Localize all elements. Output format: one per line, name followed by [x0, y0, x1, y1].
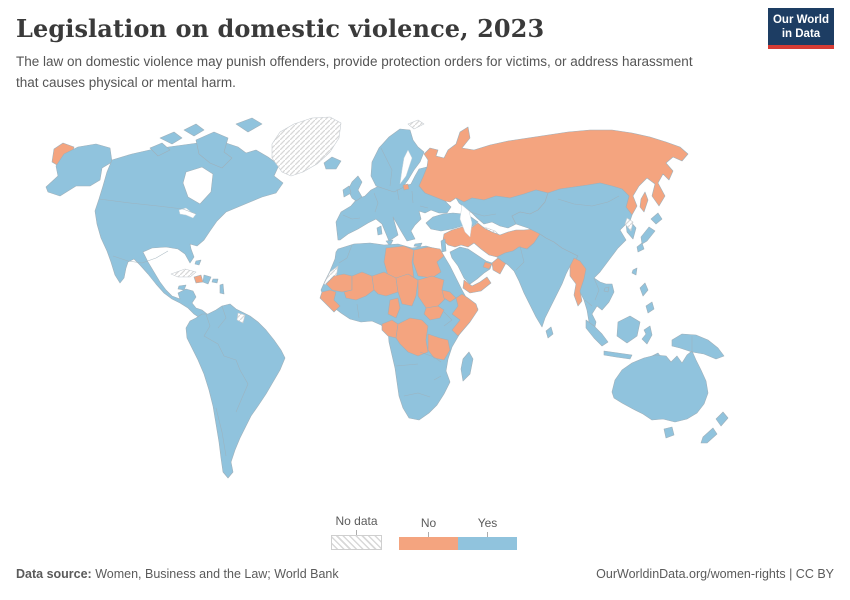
legend-label-no-data: No data: [335, 514, 378, 528]
gulf-of-bothnia: [399, 149, 413, 185]
region-mediterranean-islands[interactable]: [385, 239, 394, 247]
region-greenland[interactable]: [271, 116, 342, 177]
region-myanmar[interactable]: [569, 257, 587, 307]
legend-item-no-data[interactable]: No data: [331, 514, 382, 550]
region-north-america[interactable]: [94, 142, 284, 321]
region-north-america[interactable]: [235, 117, 263, 133]
region-north-america[interactable]: [149, 142, 171, 157]
region-taiwan[interactable]: [631, 267, 638, 276]
owid-url-link[interactable]: OurWorldinData.org/women-rights | CC BY: [596, 567, 834, 581]
region-eritrea-djibouti[interactable]: [441, 289, 457, 303]
data-source-text: Women, Business and the Law; World Bank: [91, 567, 339, 581]
region-iceland[interactable]: [323, 156, 342, 170]
owid-logo-line2: in Data: [781, 27, 821, 40]
region-saudi-arabia[interactable]: [449, 246, 493, 285]
page-title: Legislation on domestic violence, 2023: [16, 14, 545, 43]
region-australia[interactable]: [611, 350, 709, 423]
legend-item-yes[interactable]: Yes: [458, 516, 517, 550]
region-suriname[interactable]: [236, 312, 246, 324]
region-united-kingdom[interactable]: [347, 175, 363, 202]
data-source: Data source: Women, Business and the Law…: [16, 567, 339, 581]
region-caribbean-islands[interactable]: [219, 283, 225, 295]
legend-swatch-yes[interactable]: [458, 537, 517, 550]
region-mediterranean-islands[interactable]: [413, 242, 423, 248]
region-scandinavia[interactable]: [370, 128, 425, 193]
region-madagascar[interactable]: [460, 351, 474, 382]
region-new-guinea[interactable]: [671, 333, 725, 360]
legend-binary-bar: No Yes: [399, 516, 517, 550]
region-philippines[interactable]: [639, 282, 649, 297]
region-new-zealand[interactable]: [715, 411, 729, 427]
region-russia[interactable]: [639, 191, 649, 213]
legend-item-no[interactable]: No: [399, 516, 458, 550]
region-east-asia[interactable]: [511, 182, 637, 332]
region-sri-lanka[interactable]: [545, 326, 554, 339]
region-hainan[interactable]: [603, 286, 610, 293]
region-japan[interactable]: [650, 212, 663, 225]
map-legend: No data No Yes: [331, 514, 517, 550]
region-japan[interactable]: [640, 226, 656, 245]
legend-tick: [428, 532, 429, 537]
region-haiti[interactable]: [193, 274, 204, 284]
region-south-america[interactable]: [185, 303, 286, 479]
region-chad[interactable]: [395, 273, 419, 307]
owid-logo[interactable]: Our World in Data: [768, 8, 834, 49]
great-lakes: [178, 207, 197, 219]
region-new-zealand[interactable]: [700, 427, 718, 444]
region-svalbard[interactable]: [407, 119, 425, 130]
region-north-korea[interactable]: [624, 217, 634, 232]
region-somalia[interactable]: [451, 293, 479, 337]
region-mediterranean-islands[interactable]: [376, 225, 383, 236]
region-egypt[interactable]: [412, 246, 445, 279]
region-senegal-guinea[interactable]: [319, 289, 341, 313]
region-philippines[interactable]: [645, 301, 655, 314]
data-source-label: Data source:: [16, 567, 92, 581]
legend-tick: [356, 530, 357, 535]
region-indonesia[interactable]: [603, 350, 633, 360]
region-cameroon[interactable]: [387, 297, 401, 319]
region-caribbean-islands[interactable]: [211, 278, 219, 284]
region-caribbean-islands[interactable]: [194, 259, 202, 266]
owid-logo-line1: Our World: [772, 13, 829, 26]
region-kaliningrad[interactable]: [402, 183, 410, 191]
region-australia[interactable]: [663, 426, 675, 439]
region-caribbean-islands[interactable]: [177, 284, 187, 291]
region-indonesia[interactable]: [585, 319, 609, 347]
legend-label-no: No: [420, 516, 437, 530]
legend-label-yes: Yes: [477, 516, 498, 530]
region-indonesia[interactable]: [616, 315, 641, 344]
region-south-sudan[interactable]: [423, 305, 445, 321]
region-north-america[interactable]: [159, 131, 183, 145]
page-subtitle: The law on domestic violence may punish …: [16, 54, 693, 90]
region-yemen[interactable]: [462, 276, 492, 294]
legend-swatch-no[interactable]: [399, 537, 458, 550]
caspian-sea: [459, 204, 473, 238]
region-dr-congo[interactable]: [395, 317, 429, 357]
chart-footer: Data source: Women, Business and the Law…: [16, 567, 834, 581]
region-dominican-republic[interactable]: [202, 274, 212, 285]
legend-swatch-no-data[interactable]: [331, 535, 382, 550]
region-cuba[interactable]: [170, 268, 197, 278]
region-ireland[interactable]: [342, 185, 352, 198]
region-japan[interactable]: [636, 242, 645, 253]
region-israel[interactable]: [440, 238, 447, 253]
country-borders: [98, 147, 693, 457]
legend-tick: [487, 532, 488, 537]
region-north-america[interactable]: [183, 123, 205, 137]
region-indonesia[interactable]: [641, 325, 653, 345]
region-tanzania[interactable]: [427, 333, 451, 361]
region-uae[interactable]: [482, 261, 493, 270]
region-north-america[interactable]: [195, 131, 233, 169]
